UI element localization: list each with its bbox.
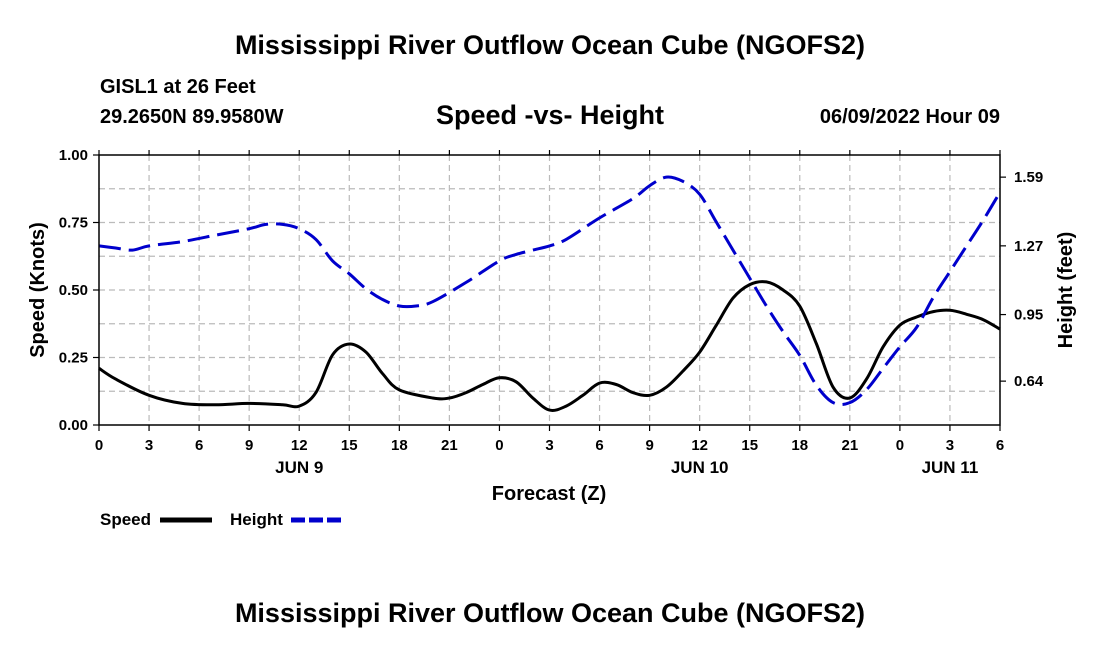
y-axis-label: Speed (Knots) [27,222,49,358]
y2-axis-label: Height (feet) [1055,232,1077,349]
x-tick-label: 6 [996,437,1004,454]
forecast-datetime: 06/09/2022 Hour 09 [819,106,1000,128]
x-tick-label: 21 [441,437,458,454]
y2-tick-label: 1.27 [1014,238,1043,255]
x-tick-label: 18 [391,437,408,454]
day-label: JUN 11 [922,458,979,477]
y2-tick-label: 0.64 [1014,373,1044,390]
series-height-line [98,175,1002,407]
x-tick-label: 6 [595,437,603,454]
station-label: GISL1 at 26 Feet [100,76,256,98]
x-tick-label: 0 [896,437,904,454]
x-tick-label: 15 [341,437,358,454]
x-tick-label: 6 [195,437,203,454]
day-label: JUN 9 [275,458,323,477]
legend: Speed Height [100,510,343,529]
footer-title: Mississippi River Outflow Ocean Cube (NG… [234,598,866,628]
y2-tick-label: 0.95 [1014,307,1043,324]
y-tick-label: 0.00 [59,417,88,434]
station-coordinates: 29.2650N 89.9580W [100,106,284,128]
x-tick-label: 9 [645,437,653,454]
chart-subtitle: Speed -vs- Height [435,100,665,130]
x-tick-label: 21 [841,437,858,454]
y2-tick-label: 1.59 [1014,169,1043,186]
series-speed-line [98,280,1001,412]
legend-height-label: Height [230,510,283,529]
x-tick-label: 3 [946,437,954,454]
x-tick-label: 0 [495,437,503,454]
x-tick-label: 9 [245,437,253,454]
legend-speed-label: Speed [100,510,151,529]
x-tick-label: 0 [95,437,103,454]
x-tick-label: 12 [291,437,308,454]
x-tick-label: 3 [145,437,153,454]
y-tick-label: 1.00 [59,147,88,164]
y-tick-label: 0.50 [59,282,88,299]
x-tick-label: 18 [791,437,808,454]
grid-lines [99,155,1000,425]
main-title: Mississippi River Outflow Ocean Cube (NG… [234,30,866,60]
axes: 0 3 6 9 12 15 18 21 0 3 6 9 12 15 18 21 0 3 6 JUN 9 JUN 10 JU… [59,147,1044,477]
y-tick-label: 0.25 [59,350,88,367]
x-tick-label: 12 [691,437,708,454]
series-lines [98,175,1002,412]
x-tick-label: 3 [545,437,553,454]
x-axis-label: Forecast (Z) [492,483,606,505]
day-label: JUN 10 [671,458,729,477]
y-tick-label: 0.75 [59,215,88,232]
x-tick-label: 15 [741,437,758,454]
